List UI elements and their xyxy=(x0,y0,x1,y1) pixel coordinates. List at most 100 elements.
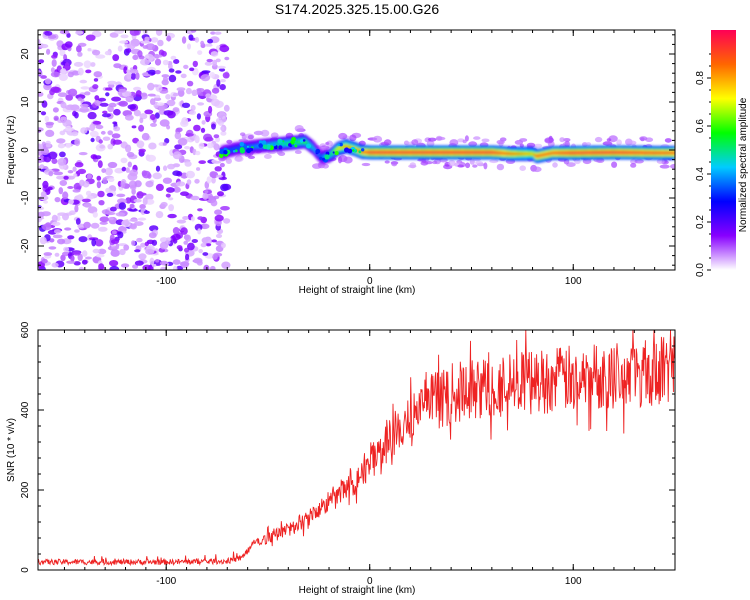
noise-blob xyxy=(133,86,142,91)
noise-blob xyxy=(147,69,157,75)
noise-blob xyxy=(200,127,206,133)
noise-blob xyxy=(52,234,63,239)
noise-blob xyxy=(39,236,47,245)
noise-blob xyxy=(210,199,218,207)
ridge-cell xyxy=(257,144,260,148)
noise-blob xyxy=(131,240,136,246)
ridge-cell xyxy=(413,151,416,154)
noise-blob xyxy=(207,38,214,44)
ridge-cell xyxy=(531,152,534,156)
noise-blob xyxy=(112,139,123,145)
noise-blob xyxy=(166,187,175,193)
noise-blob xyxy=(127,161,132,168)
noise-blob xyxy=(41,258,48,264)
ridge-cell xyxy=(596,151,599,154)
ridge-spot xyxy=(218,153,224,158)
noise-blob xyxy=(101,113,112,118)
noise-blob xyxy=(111,96,122,102)
ridge-cell xyxy=(235,147,238,151)
ridge-cell xyxy=(664,151,668,155)
ridge-cell xyxy=(506,152,509,155)
ridge-cell xyxy=(391,151,394,154)
noise-blob xyxy=(167,213,177,219)
noise-blob xyxy=(167,163,176,170)
haze-blob xyxy=(630,163,637,168)
haze-blob xyxy=(260,129,270,137)
ridge-cell xyxy=(577,151,580,155)
ridge-cell xyxy=(563,151,566,155)
noise-blob xyxy=(112,54,120,62)
haze-blob xyxy=(532,166,542,173)
noise-blob xyxy=(211,239,217,243)
noise-blob xyxy=(172,170,181,176)
ridge-cell xyxy=(435,151,438,154)
ridge-cell xyxy=(480,151,483,154)
ridge-cell xyxy=(599,151,602,154)
noise-blob xyxy=(104,50,111,56)
noise-blob xyxy=(67,170,74,174)
noise-blob xyxy=(85,256,92,260)
ridge-cell xyxy=(485,151,488,154)
noise-blob xyxy=(156,102,165,106)
noise-blob xyxy=(125,48,132,53)
haze-blob xyxy=(338,132,348,140)
noise-blob xyxy=(136,191,144,199)
ridge-cell xyxy=(658,151,661,155)
noise-blob xyxy=(145,193,154,201)
noise-blob xyxy=(220,126,225,131)
ridge-cell xyxy=(612,151,615,154)
ridge-cell xyxy=(603,151,607,154)
ridge-cell xyxy=(656,151,659,155)
noise-blob xyxy=(151,239,158,246)
noise-blob xyxy=(118,202,127,210)
ridge-cell xyxy=(403,151,406,154)
ridge-cell xyxy=(552,151,555,155)
haze-blob xyxy=(234,156,244,162)
noise-blob xyxy=(190,216,195,222)
noise-blob xyxy=(181,102,191,109)
snr-xtick-label: 100 xyxy=(565,576,582,587)
noise-blob xyxy=(78,236,88,243)
ridge-cell xyxy=(380,151,383,154)
ridge-cell xyxy=(296,141,299,144)
noise-blob xyxy=(166,35,171,42)
ridge-spot xyxy=(223,150,228,155)
noise-blob xyxy=(66,260,76,264)
noise-blob xyxy=(172,265,178,270)
ridge-cell xyxy=(373,151,376,154)
ridge-cell xyxy=(453,151,456,154)
noise-blob xyxy=(164,240,171,245)
noise-blob xyxy=(60,68,67,74)
haze-blob xyxy=(427,137,437,142)
haze-blob xyxy=(294,125,304,132)
ridge-cell xyxy=(421,151,425,154)
noise-blob xyxy=(100,130,106,135)
noise-blob xyxy=(119,248,126,256)
haze-blob xyxy=(465,162,471,169)
noise-blob xyxy=(185,87,192,95)
ridge-cell xyxy=(573,151,576,155)
noise-blob xyxy=(222,72,230,79)
noise-blob xyxy=(97,248,107,255)
ridge-cell xyxy=(398,151,401,154)
noise-blob xyxy=(51,54,58,59)
noise-blob xyxy=(60,101,67,109)
haze-blob xyxy=(611,161,618,168)
noise-blob xyxy=(116,193,126,198)
haze-blob xyxy=(483,162,488,170)
noise-blob xyxy=(155,183,164,191)
ridge-cell xyxy=(321,155,324,159)
ridge-cell xyxy=(662,151,665,155)
noise-blob xyxy=(102,177,108,185)
noise-blob xyxy=(91,238,97,247)
noise-blob xyxy=(125,94,134,103)
haze-blob xyxy=(247,134,254,140)
noise-blob xyxy=(174,131,182,140)
noise-blob xyxy=(51,214,58,222)
noise-blob xyxy=(210,265,216,270)
ridge-cell xyxy=(483,151,486,154)
ridge-cell xyxy=(269,143,272,147)
noise-blob xyxy=(223,104,230,112)
ridge-cell xyxy=(578,151,581,155)
